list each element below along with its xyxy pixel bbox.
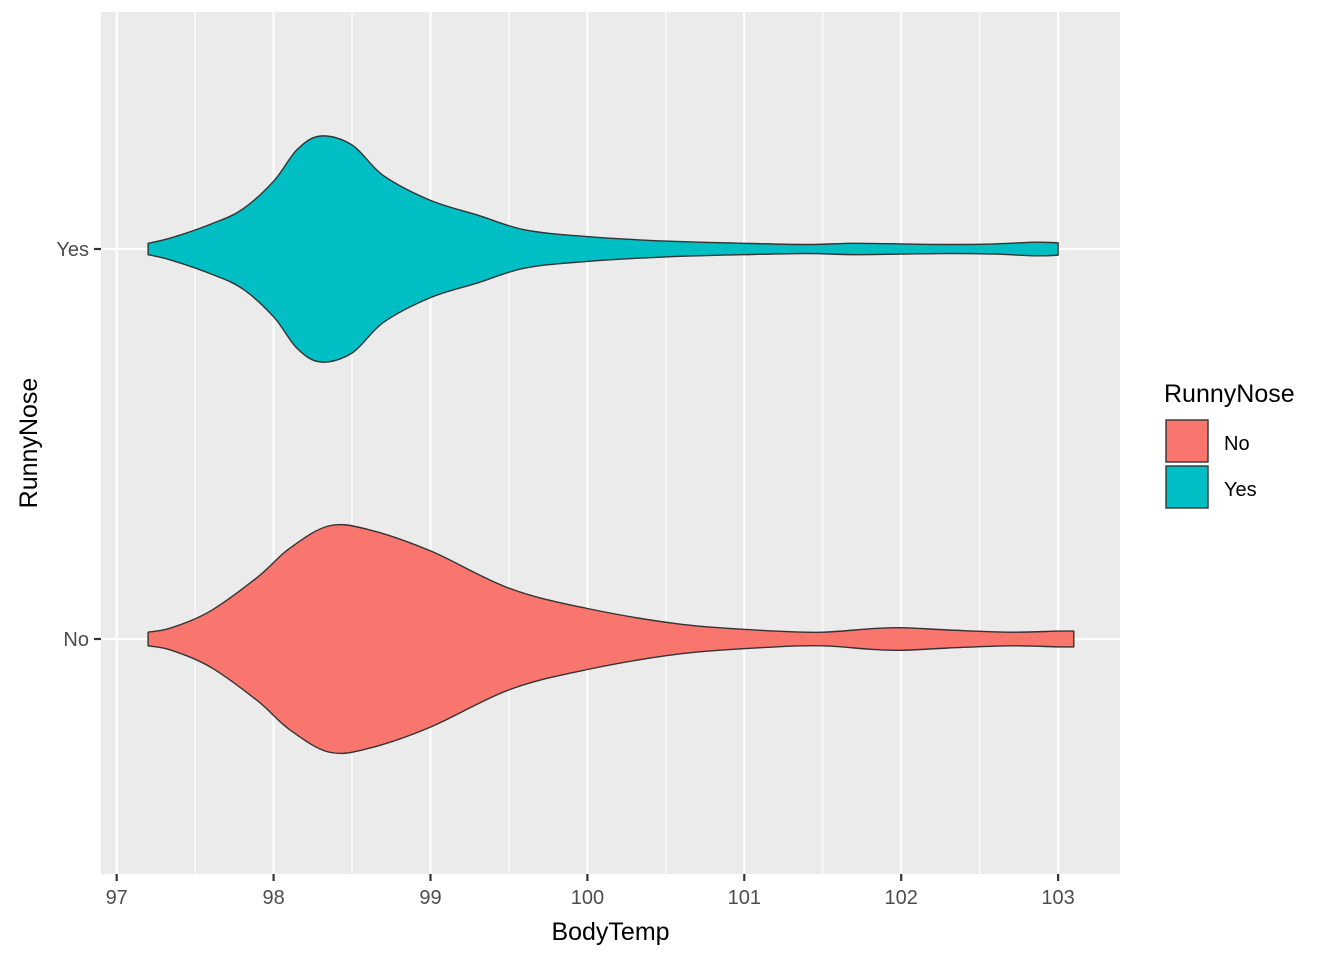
plot-panel [101, 12, 1120, 874]
y-axis-title: RunnyNose [15, 378, 43, 509]
x-axis-title: BodyTemp [551, 918, 669, 946]
x-tick-label: 100 [571, 887, 604, 909]
x-axis: 97 98 99 100 101 102 103 [106, 874, 1075, 909]
x-tick-label: 101 [728, 887, 761, 909]
violin-yes [147, 135, 1059, 363]
y-tick-label: No [63, 629, 89, 651]
legend-key-yes [1165, 465, 1209, 509]
x-tick-label: 103 [1041, 887, 1074, 909]
legend-key-no [1165, 419, 1209, 463]
x-tick-label: 97 [106, 887, 128, 909]
x-tick-label: 102 [885, 887, 918, 909]
x-tick-label: 99 [419, 887, 441, 909]
y-axis: No Yes [56, 239, 101, 651]
x-tick-label: 98 [262, 887, 284, 909]
legend: RunnyNose No Yes [1164, 380, 1295, 509]
y-tick-label: Yes [56, 239, 89, 261]
legend-title: RunnyNose [1164, 380, 1295, 408]
violins-layer [147, 135, 1075, 755]
violin-no [147, 523, 1075, 755]
legend-label-no: No [1224, 433, 1250, 455]
legend-label-yes: Yes [1224, 479, 1257, 501]
